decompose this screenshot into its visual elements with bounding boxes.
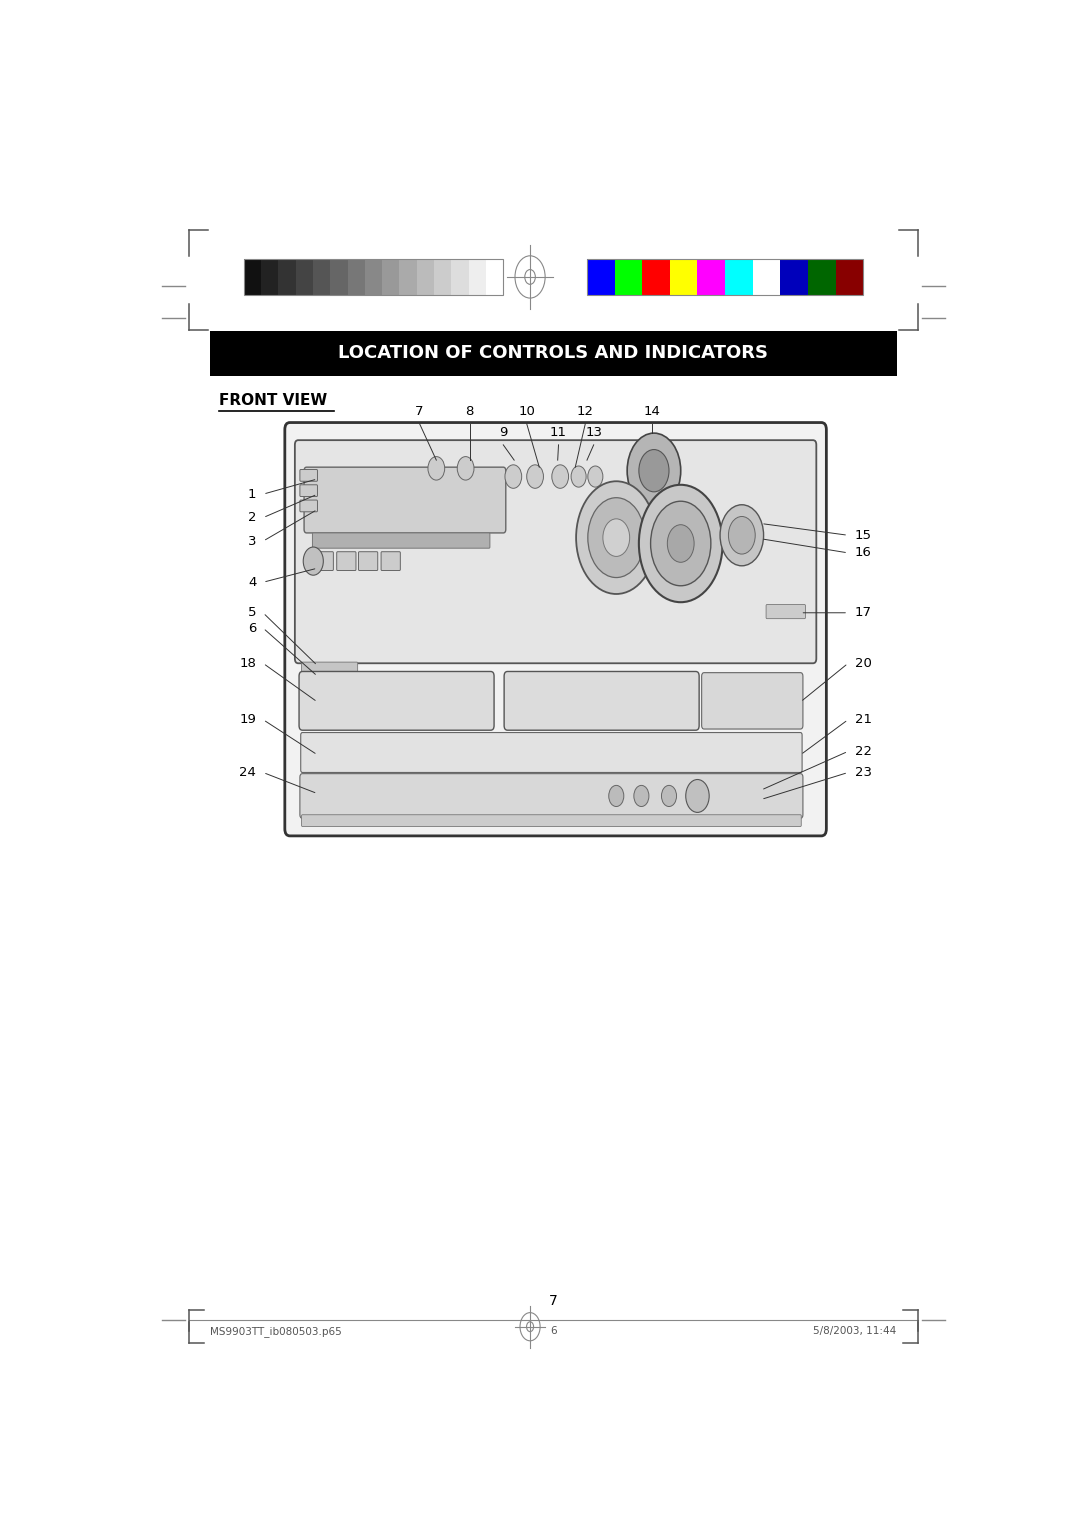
Circle shape [303,547,323,575]
Bar [382,259,400,294]
FancyBboxPatch shape [295,441,816,663]
Bar [417,259,434,294]
Text: 15: 15 [855,529,872,541]
FancyBboxPatch shape [702,673,802,729]
FancyBboxPatch shape [337,552,356,570]
Circle shape [576,482,657,595]
Circle shape [728,517,755,554]
Text: 13: 13 [585,425,603,439]
Circle shape [639,450,669,493]
Bar [313,259,330,294]
Text: FRONT VIEW: FRONT VIEW [218,393,327,407]
Bar [330,259,348,294]
Circle shape [639,485,723,602]
Text: 5: 5 [248,607,256,619]
Bar [588,259,615,294]
Text: 21: 21 [855,714,872,726]
Bar [434,259,451,294]
Text: 22: 22 [855,744,872,758]
FancyBboxPatch shape [504,671,699,730]
Text: 17: 17 [855,607,872,619]
Text: 6: 6 [550,1327,557,1336]
Text: 1: 1 [248,488,256,500]
Text: 18: 18 [240,657,256,669]
Bar [244,259,503,294]
Circle shape [650,502,711,586]
Bar [348,259,365,294]
Text: LOCATION OF CONTROLS AND INDICATORS: LOCATION OF CONTROLS AND INDICATORS [338,345,769,363]
Bar [698,259,725,294]
Circle shape [457,456,474,480]
Bar [836,259,863,294]
Text: 5/8/2003, 11:44: 5/8/2003, 11:44 [813,1327,896,1336]
Text: 3: 3 [248,535,256,547]
FancyBboxPatch shape [300,500,318,512]
Circle shape [627,433,680,508]
Bar [365,259,382,294]
Text: 16: 16 [855,546,872,560]
Bar [451,259,469,294]
Text: 19: 19 [240,714,256,726]
Text: 23: 23 [855,766,872,779]
FancyBboxPatch shape [305,467,505,532]
Text: 9: 9 [499,425,508,439]
Circle shape [609,785,624,807]
Bar [244,259,261,294]
Bar [615,259,643,294]
Circle shape [720,505,764,566]
Text: 10: 10 [518,404,536,418]
Bar [279,259,296,294]
Text: 8: 8 [465,404,474,418]
Bar [725,259,753,294]
FancyBboxPatch shape [285,422,826,836]
FancyBboxPatch shape [312,532,490,547]
Text: 4: 4 [248,576,256,589]
Bar [808,259,836,294]
Text: 24: 24 [240,766,256,779]
Circle shape [588,497,645,578]
Bar [261,259,279,294]
FancyBboxPatch shape [301,814,801,827]
Text: 12: 12 [577,404,594,418]
Bar [296,259,313,294]
Bar [588,259,863,294]
Text: 2: 2 [248,511,256,525]
Text: 7: 7 [549,1293,558,1308]
Bar [469,259,486,294]
Circle shape [686,779,710,813]
Text: 7: 7 [416,404,423,418]
FancyBboxPatch shape [359,552,378,570]
Circle shape [661,785,676,807]
Circle shape [667,525,694,563]
Bar [643,259,670,294]
FancyBboxPatch shape [300,485,318,497]
Text: 11: 11 [550,425,567,439]
Bar [486,259,503,294]
Circle shape [428,456,445,480]
Text: 6: 6 [248,622,256,634]
FancyBboxPatch shape [300,470,318,482]
Circle shape [505,465,522,488]
FancyBboxPatch shape [381,552,401,570]
Text: MS9903TT_ib080503.p65: MS9903TT_ib080503.p65 [211,1325,342,1337]
Bar [400,259,417,294]
Circle shape [571,467,586,486]
FancyBboxPatch shape [314,552,334,570]
FancyBboxPatch shape [300,773,802,819]
Bar [211,331,896,375]
Circle shape [588,467,603,486]
Circle shape [527,465,543,488]
Bar [670,259,698,294]
FancyBboxPatch shape [766,604,806,619]
Text: 20: 20 [855,657,872,669]
FancyBboxPatch shape [299,671,494,730]
Circle shape [603,518,630,557]
FancyBboxPatch shape [301,662,357,676]
FancyBboxPatch shape [300,732,802,773]
Bar [753,259,781,294]
Circle shape [552,465,568,488]
Circle shape [634,785,649,807]
Bar [781,259,808,294]
Text: 14: 14 [644,404,661,418]
